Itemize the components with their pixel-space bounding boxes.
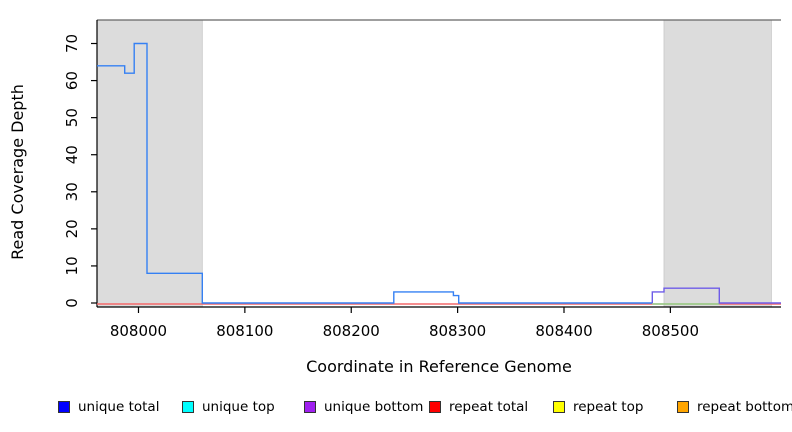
legend-item-unique-total: unique total — [58, 399, 159, 415]
legend-swatch-repeat-total — [429, 401, 441, 413]
series-unique-bottom — [651, 287, 781, 304]
legend-label: repeat top — [573, 399, 644, 415]
legend-swatch-repeat-bottom — [677, 401, 689, 413]
series-unique-total — [97, 42, 653, 304]
shaded-region-right — [663, 19, 772, 308]
plot-area: 808000 808100 808200 808300 808400 808500 0 10 2… — [63, 19, 781, 340]
legend-label: unique total — [78, 399, 160, 415]
legend-item-repeat-top: repeat top — [553, 399, 643, 415]
legend-item-repeat-total: repeat total — [429, 399, 528, 415]
legend-swatch-unique-top — [182, 401, 194, 413]
y-tick-label-20: 20 — [63, 219, 81, 238]
legend-label: unique bottom — [324, 399, 424, 415]
x-axis-title: Coordinate in Reference Genome — [306, 357, 572, 376]
legend-swatch-repeat-top — [553, 401, 565, 413]
x-tick-label-808300: 808300 — [429, 322, 486, 340]
y-tick-label-0: 0 — [63, 298, 81, 308]
legend-item-unique-bottom: unique bottom — [304, 399, 423, 415]
y-tick-label-60: 60 — [63, 71, 81, 90]
y-axis-title: Read Coverage Depth — [8, 84, 27, 260]
y-tick-label-10: 10 — [63, 256, 81, 275]
y-tick-label-40: 40 — [63, 145, 81, 164]
legend-item-unique-top: unique top — [182, 399, 275, 415]
x-tick-label-808000: 808000 — [110, 322, 167, 340]
x-tick-label-808200: 808200 — [323, 322, 380, 340]
legend-label: repeat total — [449, 399, 529, 415]
legend-label: repeat bottom — [697, 399, 792, 415]
legend-item-repeat-bottom: repeat bottom — [677, 399, 792, 415]
y-tick-label-50: 50 — [63, 108, 81, 127]
x-tick-label-808100: 808100 — [216, 322, 273, 340]
shaded-region-left — [96, 19, 203, 308]
y-tick-label-30: 30 — [63, 182, 81, 201]
x-tick-label-808500: 808500 — [642, 322, 699, 340]
y-tick-label-70: 70 — [63, 34, 81, 53]
x-tick-label-808400: 808400 — [535, 322, 592, 340]
legend-swatch-unique-total — [58, 401, 70, 413]
legend-label: unique top — [202, 399, 275, 415]
legend-swatch-unique-bottom — [304, 401, 316, 413]
